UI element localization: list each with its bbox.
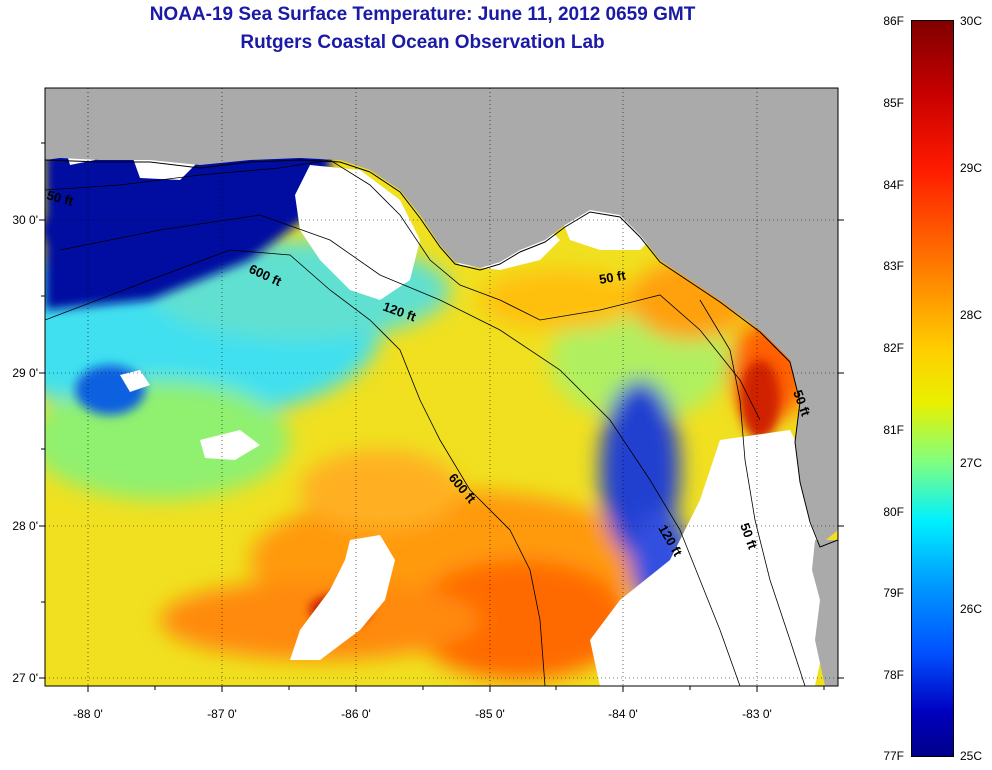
lat-label: 29 0' [12,366,38,380]
colorbar-label-c: 26C [960,602,983,616]
isobath-600ft [45,249,546,686]
map-subtitle: Rutgers Coastal Ocean Observation Lab [240,32,605,53]
colorbar-label-c: 27C [960,456,983,470]
lat-label: 27 0' [12,671,38,685]
colorbar-label-f: 80F [883,505,904,519]
no-data-area [590,430,830,686]
colorbar-label-c: 30C [960,14,983,28]
sst-field [45,88,838,686]
lon-label: -86 0' [341,707,371,721]
map-title: NOAA-19 Sea Surface Temperature: June 11… [149,4,696,25]
isobath-50ft-east [699,299,806,686]
colorbar-label-f: 84F [883,178,904,192]
lat-label: 28 0' [12,519,38,533]
colorbar-label-f: 86F [883,14,904,28]
colorbar-label-f: 81F [883,423,904,437]
isobath-label: 50 ft [45,187,75,209]
no-data-area [325,210,370,250]
map-frame [44,87,839,687]
colorbar-label-c: 25C [960,749,983,763]
axis-ticks [39,142,844,692]
land-area [812,540,838,686]
coastline [369,171,838,548]
isobath-50ft [45,159,761,421]
lon-label: -83 0' [742,707,772,721]
isobath-label: 50 ft [598,267,628,287]
colorbar-label-f: 77F [883,749,904,763]
no-data-area [200,430,260,460]
colorbar-label-f: 85F [883,96,904,110]
colorbar-label-f: 83F [883,259,904,273]
lon-label: -88 0' [73,707,103,721]
grid-lines [45,88,838,686]
colorbar-label-f: 79F [883,586,904,600]
land-area [45,88,838,545]
no-data-area [290,535,395,660]
lon-label: -84 0' [608,707,638,721]
no-data-area [120,370,150,392]
colorbar-label-c: 29C [960,161,983,175]
colorbar-label-f: 82F [883,341,904,355]
lat-label: 30 0' [12,213,38,227]
colorbar [911,20,954,757]
lon-label: -85 0' [475,707,505,721]
colorbar-label-c: 28C [960,308,983,322]
isobath-120ft [59,214,741,686]
colorbar-label-f: 78F [883,668,904,682]
lon-label: -87 0' [207,707,237,721]
